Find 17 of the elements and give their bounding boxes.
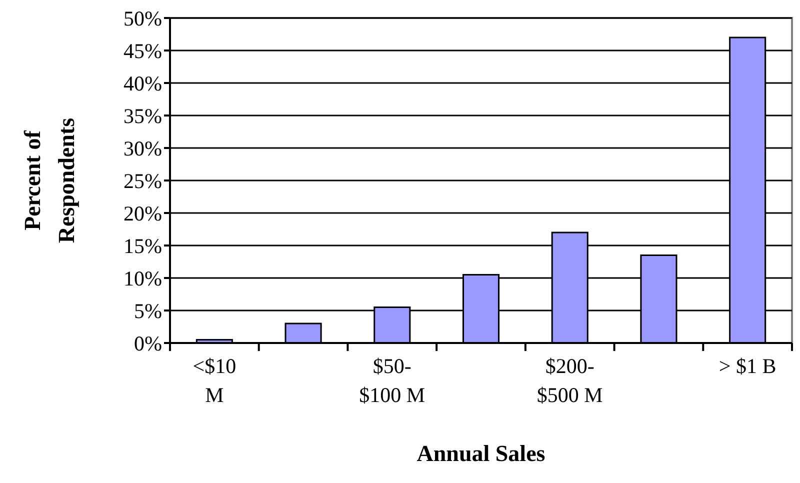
y-tick-label: 35% — [124, 104, 162, 128]
x-tick-label: > $1 B — [718, 354, 776, 378]
y-tick-label: 10% — [124, 266, 162, 290]
y-tick-label: 45% — [124, 38, 162, 63]
y-tick-label: 25% — [124, 168, 162, 193]
y-tick-label: 0% — [134, 331, 162, 356]
y-tick-label: 20% — [124, 201, 162, 226]
x-tick-label: $50-$100 M — [359, 354, 426, 407]
y-tick-label: 15% — [124, 234, 162, 258]
x-tick-label: $200-$500 M — [536, 354, 604, 407]
y-tick-label: 30% — [124, 136, 162, 160]
y-axis-title: Percent of Respondents — [20, 118, 79, 244]
y-tick-label: 5% — [134, 298, 162, 323]
y-tick-label: 50% — [124, 6, 162, 30]
x-axis-title: Annual Sales — [416, 441, 546, 466]
x-tick-label: <$10 M — [192, 354, 236, 407]
y-tick-label: 40% — [124, 71, 162, 96]
